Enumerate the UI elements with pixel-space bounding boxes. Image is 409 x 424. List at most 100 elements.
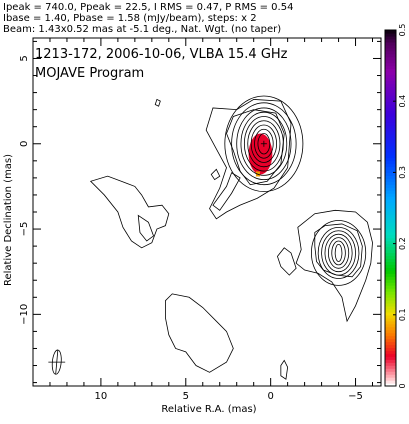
colorbar-segment <box>385 127 396 132</box>
colorbar-segment <box>385 282 396 286</box>
colorbar-segment <box>385 193 396 197</box>
colorbar-segment <box>385 383 396 387</box>
colorbar-segment <box>385 41 396 46</box>
colorbar-segment <box>385 323 396 328</box>
colorbar-segment <box>385 335 396 340</box>
colorbar-segment <box>385 184 396 188</box>
colorbar-segment <box>385 255 396 260</box>
contour-ring-0-1 <box>254 128 274 159</box>
contour-ring-1-2 <box>327 237 350 269</box>
colorbar-segment <box>385 267 396 271</box>
colorbar-segment <box>385 89 396 93</box>
colorbar-tick-label: 0.4 <box>398 95 407 108</box>
colorbar-segment <box>385 119 396 123</box>
colorbar-segment <box>385 276 396 280</box>
contour-ring-0-3 <box>247 120 281 168</box>
colorbar-segment <box>385 297 396 301</box>
colorbar-segment <box>385 213 396 218</box>
colorbar-segment <box>385 299 396 304</box>
x-tick-label: 10 <box>95 391 108 402</box>
colorbar-segment <box>385 228 396 233</box>
colorbar-segment <box>385 261 396 265</box>
colorbar-segment <box>385 347 396 351</box>
colorbar-segment <box>385 368 396 372</box>
colorbar-segment <box>385 157 396 162</box>
colorbar-tick-label: 0.1 <box>398 308 407 321</box>
colorbar-segment <box>385 107 396 111</box>
contour-ring-0-2 <box>250 124 277 163</box>
colorbar-segment <box>385 50 396 55</box>
colorbar-segment <box>385 237 396 242</box>
x-axis-label: Relative R.A. (mas) <box>161 404 256 415</box>
colorbar-segment <box>385 113 396 117</box>
colorbar-segment <box>385 175 396 179</box>
colorbar-segment <box>385 341 396 346</box>
contour-ring-1-3 <box>324 233 353 273</box>
colorbar-segment <box>385 77 396 82</box>
header-line-2: Ibase = 1.40, Pbase = 1.58 (mJy/beam), s… <box>3 13 257 24</box>
contour-layer <box>89 95 373 380</box>
contour-north-speck <box>154 98 161 107</box>
colorbar-segment <box>385 160 396 165</box>
colorbar-segment <box>385 59 396 64</box>
colorbar-segment <box>385 356 396 360</box>
colorbar-segment <box>385 377 396 381</box>
colorbar-segment <box>385 264 396 268</box>
colorbar: 0 0.1 0.2 0.3 0.4 0.5 <box>384 24 407 389</box>
colorbar-segment <box>385 338 396 343</box>
chart-title: 1213-172, 2006-10-06, VLBA 15.4 GHz <box>35 47 288 62</box>
colorbar-segment <box>385 350 396 354</box>
colorbar-segment <box>385 216 396 221</box>
contour-core-jet <box>212 172 241 211</box>
colorbar-segment <box>385 305 396 310</box>
colorbar-tick-label: 0.5 <box>398 24 407 37</box>
colorbar-segment <box>385 380 396 384</box>
colorbar-segment <box>385 98 396 102</box>
contour-ring-1-0 <box>334 244 343 262</box>
colorbar-segment <box>385 329 396 334</box>
colorbar-segment <box>385 47 396 52</box>
tick-layer: 10 5 0 −5 5 0 −5 −10 <box>19 38 381 402</box>
colorbar-tick-label: 0 <box>398 383 407 388</box>
contour-ring-1-5 <box>317 226 360 279</box>
y-tick-label: −5 <box>19 222 30 237</box>
colorbar-segment <box>385 104 396 108</box>
colorbar-segment <box>385 291 396 295</box>
contour-ring-0-8 <box>224 95 304 192</box>
polarized-flux-patch <box>248 133 273 175</box>
y-tick-label: 0 <box>19 141 30 147</box>
contour-ring-0-5 <box>240 111 288 176</box>
colorbar-segment <box>385 56 396 61</box>
colorbar-segment <box>385 142 396 147</box>
colorbar-segment <box>385 210 396 215</box>
colorbar-segment <box>385 249 396 254</box>
colorbar-segment <box>385 101 396 105</box>
contour-ring-0-6 <box>236 107 292 180</box>
chart-subtitle: MOJAVE Program <box>35 66 144 81</box>
colorbar-segment <box>385 181 396 185</box>
colorbar-segment <box>385 178 396 182</box>
colorbar-segment <box>385 371 396 375</box>
colorbar-segment <box>385 196 396 200</box>
contour-west-mid <box>314 223 363 278</box>
colorbar-segment <box>385 80 396 84</box>
colorbar-segment <box>385 302 396 307</box>
colorbar-segment <box>385 317 396 322</box>
colorbar-segment <box>385 172 396 176</box>
colorbar-segment <box>385 359 396 363</box>
contour-east-knot <box>137 214 155 242</box>
colorbar-segment <box>385 246 396 251</box>
y-tick-label: −10 <box>19 304 30 325</box>
colorbar-segment <box>385 151 396 156</box>
colorbar-segment <box>385 362 396 366</box>
colorbar-segment <box>385 166 396 171</box>
colorbar-tick-label: 0.2 <box>398 237 407 250</box>
colorbar-segment <box>385 124 396 129</box>
colorbar-segment <box>385 83 396 87</box>
colorbar-segment <box>385 68 396 73</box>
colorbar-segment <box>385 190 396 194</box>
contour-ring-1-1 <box>331 240 346 266</box>
colorbar-segment <box>385 344 396 349</box>
colorbar-segment <box>385 285 396 289</box>
colorbar-segment <box>385 65 396 70</box>
